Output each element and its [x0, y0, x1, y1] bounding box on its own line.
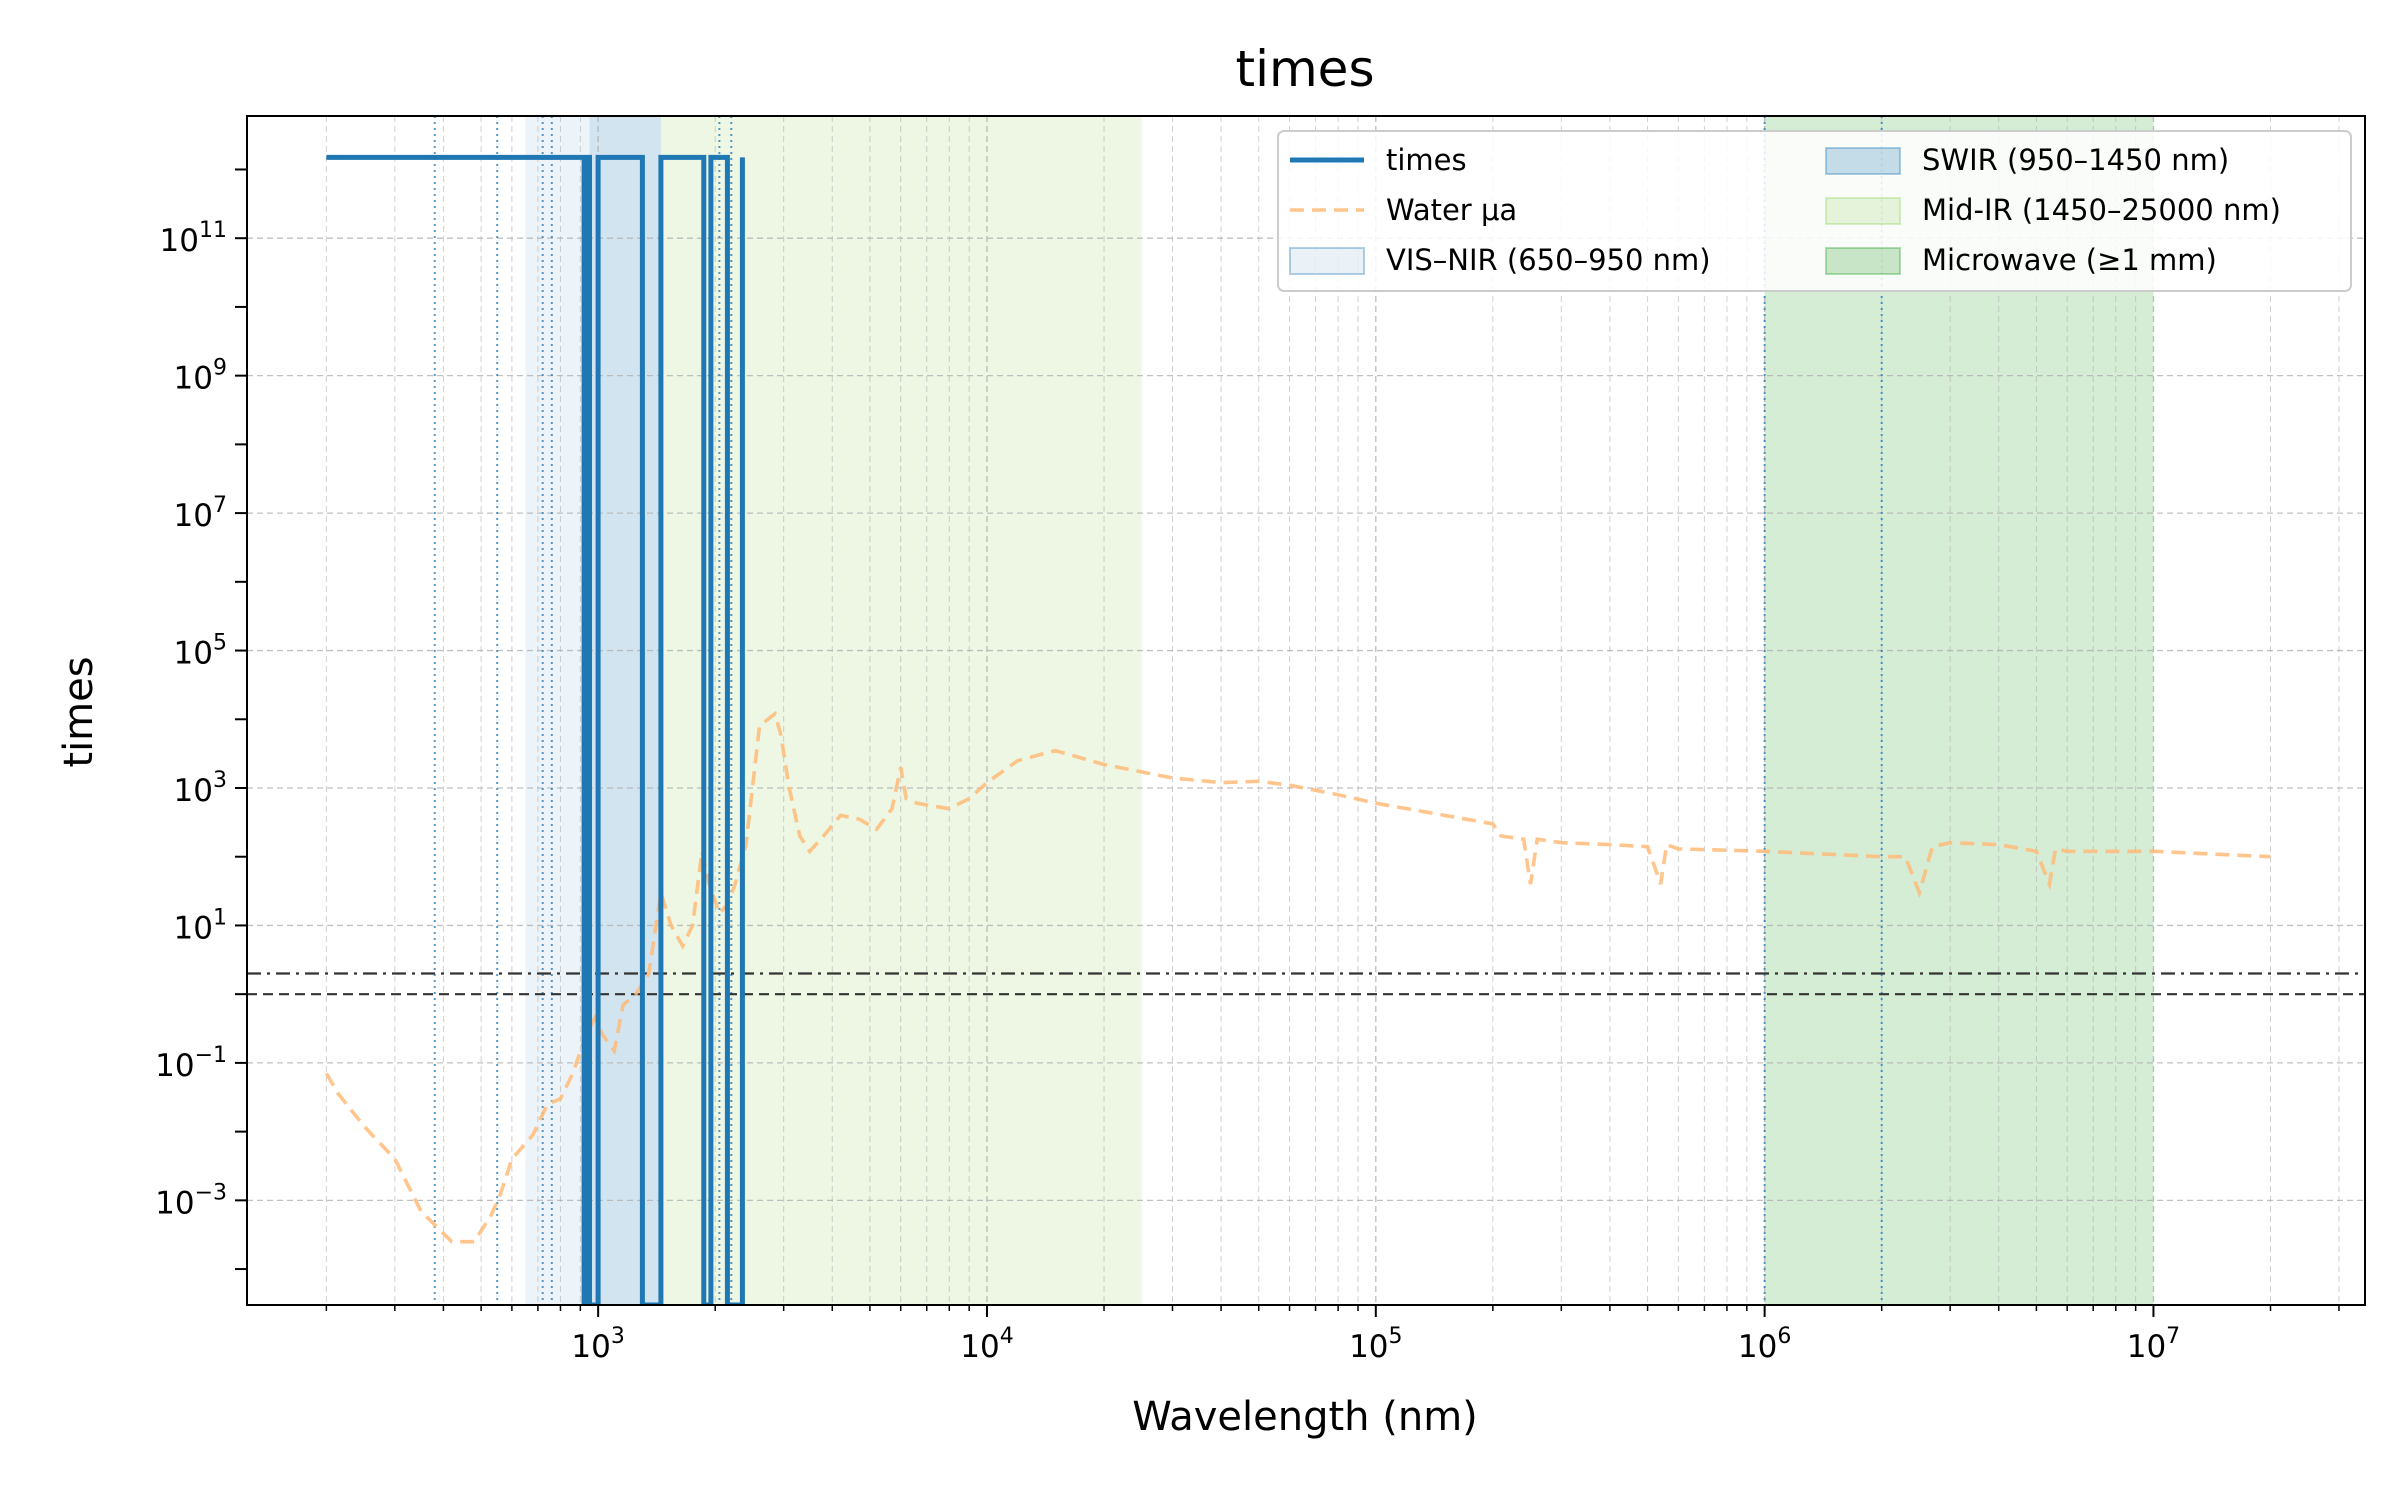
- y-tick-label-exp: −1: [195, 1043, 227, 1068]
- reference-lines: [433, 116, 1883, 1305]
- legend-swatch-5: [1825, 247, 1901, 275]
- y-tick-label-exp: 5: [213, 631, 227, 656]
- y-tick-label-exp: 11: [199, 218, 227, 243]
- y-tick-label: 107: [174, 493, 227, 534]
- x-tick-label: 104: [960, 1324, 1013, 1365]
- y-axis-title: times: [56, 656, 102, 767]
- legend: times Water μa VIS–NIR (650–950 nm) SWIR (9…: [1277, 130, 2352, 292]
- y-tick-label: 10−1: [155, 1043, 227, 1084]
- chart-title: times: [1235, 40, 1374, 98]
- x-tick-label-base: 10: [1738, 1329, 1777, 1365]
- y-tick-label: 105: [174, 631, 227, 672]
- series-water-line: [324, 710, 2271, 1244]
- x-tick-label: 105: [1349, 1324, 1402, 1365]
- y-tick-label-base: 10: [174, 498, 213, 534]
- y-tick-label-exp: 3: [213, 768, 227, 793]
- legend-swatch-2: [1289, 247, 1365, 275]
- y-tick-label-base: 10: [174, 361, 213, 397]
- x-tick-label-exp: 6: [1777, 1324, 1791, 1349]
- x-tick-label-exp: 7: [2166, 1324, 2180, 1349]
- x-tick-label-base: 10: [2127, 1329, 2166, 1365]
- y-tick-label: 109: [174, 356, 227, 397]
- legend-label-1: Water μa: [1386, 193, 1517, 227]
- x-tick-label-base: 10: [1349, 1329, 1388, 1365]
- y-tick-label-base: 10: [155, 1048, 194, 1084]
- y-tick-label-exp: 1: [213, 905, 227, 930]
- legend-label-2: VIS–NIR (650–950 nm): [1386, 243, 1711, 277]
- legend-label-4: Mid-IR (1450–25000 nm): [1922, 193, 2281, 227]
- y-tick-label-exp: 7: [213, 493, 227, 518]
- legend-swatch-3: [1825, 147, 1901, 175]
- x-tick-label: 103: [571, 1324, 624, 1365]
- plot-frame: [246, 115, 2366, 1306]
- legend-swatch-4: [1825, 197, 1901, 225]
- x-tick-label: 107: [2127, 1324, 2180, 1365]
- y-tick-label-base: 10: [155, 1185, 194, 1221]
- y-tick-label: 103: [174, 768, 227, 809]
- band-1: [589, 116, 661, 1305]
- band-0: [525, 116, 590, 1305]
- x-tick-label-exp: 5: [1389, 1324, 1403, 1349]
- x-tick-label-base: 10: [571, 1329, 610, 1365]
- x-axis: 103 104 105 106 107: [325, 1305, 2340, 1365]
- y-tick-label-base: 10: [174, 636, 213, 672]
- y-tick-label: 1011: [160, 218, 227, 259]
- y-tick-label-exp: 9: [213, 356, 227, 381]
- y-tick-label-base: 10: [174, 910, 213, 946]
- legend-label-3: SWIR (950–1450 nm): [1922, 143, 2229, 177]
- legend-label-5: Microwave (≥1 mm): [1922, 243, 2217, 277]
- x-tick-label: 106: [1738, 1324, 1791, 1365]
- band-3: [1764, 116, 2154, 1305]
- x-tick-label-base: 10: [960, 1329, 999, 1365]
- band-2: [660, 116, 1142, 1305]
- legend-box: [1277, 130, 2352, 292]
- x-tick-label-exp: 3: [611, 1324, 625, 1349]
- y-tick-label: 101: [174, 905, 227, 946]
- y-tick-label-exp: −3: [195, 1180, 227, 1205]
- x-axis-title: Wavelength (nm): [1132, 1394, 1478, 1440]
- legend-label-0: times: [1386, 143, 1467, 177]
- y-tick-label: 10−3: [155, 1180, 227, 1221]
- series-group: [324, 154, 2271, 1305]
- y-tick-label-base: 10: [160, 223, 199, 259]
- series-times-line: [326, 154, 745, 1305]
- x-tick-label-exp: 4: [1000, 1324, 1014, 1349]
- y-tick-label-base: 10: [174, 773, 213, 809]
